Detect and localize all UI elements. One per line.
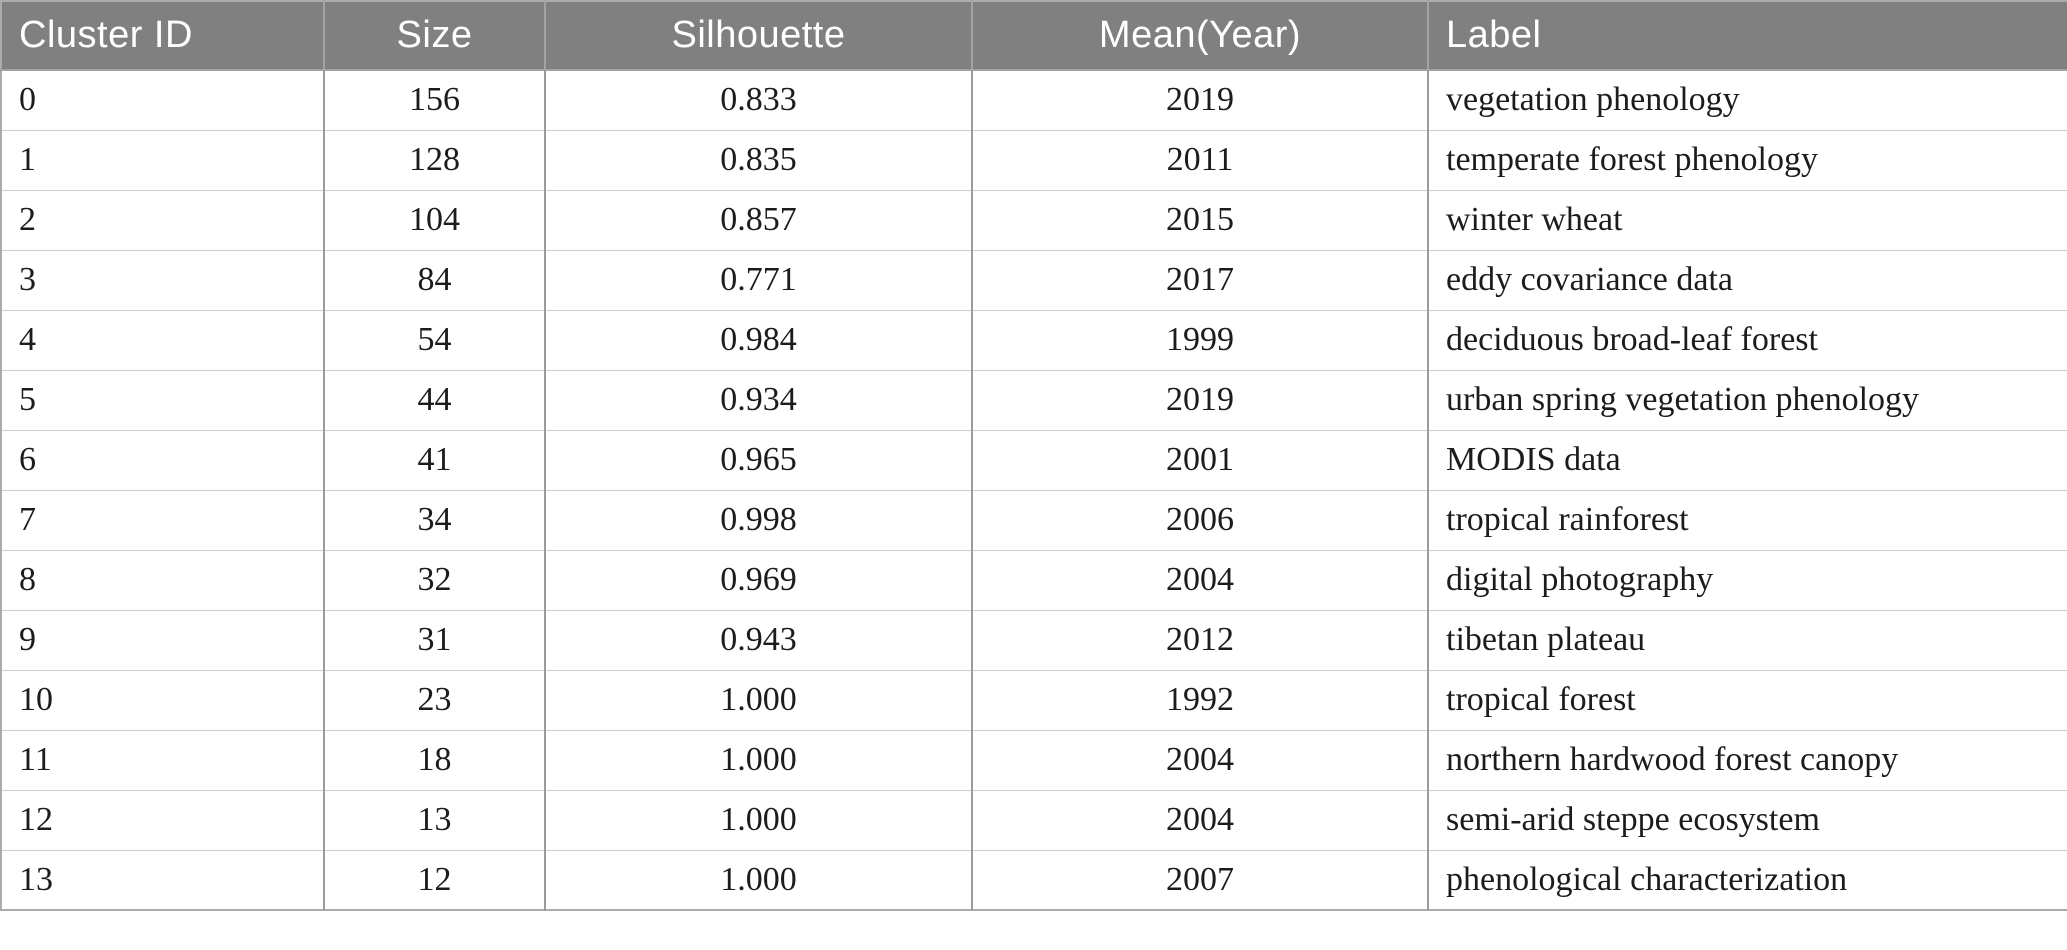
header-row: Cluster ID Size Silhouette Mean(Year) La… [1,1,2067,71]
cell-cluster-id: 6 [1,430,324,491]
cell-mean-year: 2015 [971,190,1428,251]
cell-size: 84 [323,250,545,311]
cell-silhouette: 1.000 [544,790,972,851]
cell-label: tropical forest [1427,670,2067,731]
cell-cluster-id: 7 [1,490,324,551]
cell-mean-year: 2004 [971,730,1428,791]
clusters-table: Cluster ID Size Silhouette Mean(Year) La… [0,0,2067,911]
cell-cluster-id: 4 [1,310,324,371]
cell-mean-year: 2012 [971,610,1428,671]
table-row: 6 41 0.965 2001 MODIS data [1,430,2067,491]
table-row: 3 84 0.771 2017 eddy covariance data [1,250,2067,311]
table-row: 0 156 0.833 2019 vegetation phenology [1,70,2067,131]
table-row: 8 32 0.969 2004 digital photography [1,550,2067,611]
cell-cluster-id: 8 [1,550,324,611]
cell-silhouette: 1.000 [544,670,972,731]
cell-label: winter wheat [1427,190,2067,251]
cell-size: 18 [323,730,545,791]
table-row: 4 54 0.984 1999 deciduous broad-leaf for… [1,310,2067,371]
cell-cluster-id: 9 [1,610,324,671]
table-body: 0 156 0.833 2019 vegetation phenology 1 … [1,70,2067,910]
cell-mean-year: 2006 [971,490,1428,551]
cell-cluster-id: 3 [1,250,324,311]
cell-silhouette: 1.000 [544,850,972,910]
cell-label: digital photography [1427,550,2067,611]
cell-mean-year: 2011 [971,130,1428,191]
table-row: 11 18 1.000 2004 northern hardwood fores… [1,730,2067,791]
cell-size: 54 [323,310,545,371]
cell-cluster-id: 2 [1,190,324,251]
cell-mean-year: 2004 [971,790,1428,851]
cell-size: 34 [323,490,545,551]
cell-cluster-id: 0 [1,70,324,131]
cell-silhouette: 0.943 [544,610,972,671]
cell-label: vegetation phenology [1427,70,2067,131]
cell-label: northern hardwood forest canopy [1427,730,2067,791]
cell-mean-year: 2001 [971,430,1428,491]
cell-label: eddy covariance data [1427,250,2067,311]
cell-mean-year: 2019 [971,70,1428,131]
column-header-label: Label [1427,1,2067,71]
cell-label: phenological characterization [1427,850,2067,910]
table-row: 5 44 0.934 2019 urban spring vegetation … [1,370,2067,431]
cell-silhouette: 0.771 [544,250,972,311]
cell-size: 13 [323,790,545,851]
cell-silhouette: 1.000 [544,730,972,791]
cell-label: tibetan plateau [1427,610,2067,671]
column-header-mean-year: Mean(Year) [971,1,1428,71]
cell-label: temperate forest phenology [1427,130,2067,191]
cell-size: 41 [323,430,545,491]
table-row: 7 34 0.998 2006 tropical rainforest [1,490,2067,551]
cell-silhouette: 0.835 [544,130,972,191]
cell-size: 128 [323,130,545,191]
table-row: 10 23 1.000 1992 tropical forest [1,670,2067,731]
cell-cluster-id: 11 [1,730,324,791]
cell-size: 156 [323,70,545,131]
cell-size: 44 [323,370,545,431]
table-row: 1 128 0.835 2011 temperate forest phenol… [1,130,2067,191]
cell-cluster-id: 12 [1,790,324,851]
column-header-cluster-id: Cluster ID [1,1,324,71]
table-header: Cluster ID Size Silhouette Mean(Year) La… [1,1,2067,71]
cell-cluster-id: 10 [1,670,324,731]
cell-mean-year: 1992 [971,670,1428,731]
cell-mean-year: 2004 [971,550,1428,611]
cell-silhouette: 0.998 [544,490,972,551]
cell-label: MODIS data [1427,430,2067,491]
table-row: 13 12 1.000 2007 phenological characteri… [1,850,2067,910]
table-row: 12 13 1.000 2004 semi-arid steppe ecosys… [1,790,2067,851]
cell-silhouette: 0.965 [544,430,972,491]
cell-mean-year: 2007 [971,850,1428,910]
cell-size: 32 [323,550,545,611]
cell-mean-year: 2019 [971,370,1428,431]
cell-mean-year: 2017 [971,250,1428,311]
cell-silhouette: 0.934 [544,370,972,431]
cell-size: 23 [323,670,545,731]
cell-silhouette: 0.969 [544,550,972,611]
cell-label: semi-arid steppe ecosystem [1427,790,2067,851]
cell-size: 12 [323,850,545,910]
column-header-silhouette: Silhouette [544,1,972,71]
cell-cluster-id: 1 [1,130,324,191]
cell-size: 31 [323,610,545,671]
cell-cluster-id: 13 [1,850,324,910]
cell-silhouette: 0.857 [544,190,972,251]
cell-cluster-id: 5 [1,370,324,431]
cell-mean-year: 1999 [971,310,1428,371]
cell-label: tropical rainforest [1427,490,2067,551]
cell-silhouette: 0.833 [544,70,972,131]
column-header-size: Size [323,1,545,71]
cell-size: 104 [323,190,545,251]
cell-silhouette: 0.984 [544,310,972,371]
table-row: 2 104 0.857 2015 winter wheat [1,190,2067,251]
table-row: 9 31 0.943 2012 tibetan plateau [1,610,2067,671]
cell-label: urban spring vegetation phenology [1427,370,2067,431]
cell-label: deciduous broad-leaf forest [1427,310,2067,371]
